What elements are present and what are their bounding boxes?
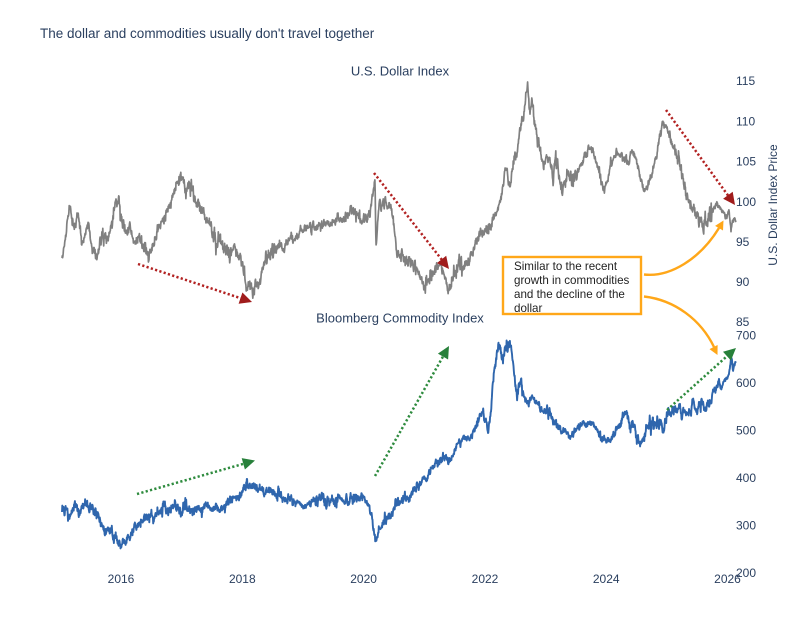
svg-text:2022: 2022 (472, 572, 499, 586)
svg-text:U.S. Dollar Index: U.S. Dollar Index (351, 64, 450, 79)
svg-text:Bloomberg Commodity Index: Bloomberg Commodity Index (316, 311, 484, 326)
svg-text:growth in commodities: growth in commodities (514, 274, 630, 287)
svg-text:90: 90 (736, 275, 750, 289)
svg-text:115: 115 (736, 74, 755, 88)
svg-text:700: 700 (736, 329, 756, 343)
svg-text:105: 105 (736, 155, 756, 169)
svg-text:200: 200 (736, 566, 756, 580)
svg-text:2026: 2026 (714, 572, 741, 586)
svg-text:2018: 2018 (229, 572, 256, 586)
svg-text:85: 85 (736, 315, 750, 329)
svg-text:100: 100 (736, 195, 756, 209)
svg-text:110: 110 (736, 114, 755, 128)
svg-text:The dollar and commodities usu: The dollar and commodities usually don't… (40, 26, 375, 41)
svg-text:2020: 2020 (350, 572, 377, 586)
svg-text:dollar: dollar (514, 302, 542, 315)
svg-text:U.S. Dollar Index Price: U.S. Dollar Index Price (766, 144, 780, 266)
svg-text:500: 500 (736, 424, 756, 438)
svg-text:2024: 2024 (593, 572, 620, 586)
svg-text:300: 300 (736, 519, 756, 533)
svg-text:95: 95 (736, 235, 750, 249)
svg-text:and the decline of the: and the decline of the (514, 288, 625, 301)
svg-text:600: 600 (736, 376, 756, 390)
svg-text:Similar to the recent: Similar to the recent (514, 260, 618, 273)
svg-text:400: 400 (736, 471, 756, 485)
svg-text:2016: 2016 (108, 572, 135, 586)
